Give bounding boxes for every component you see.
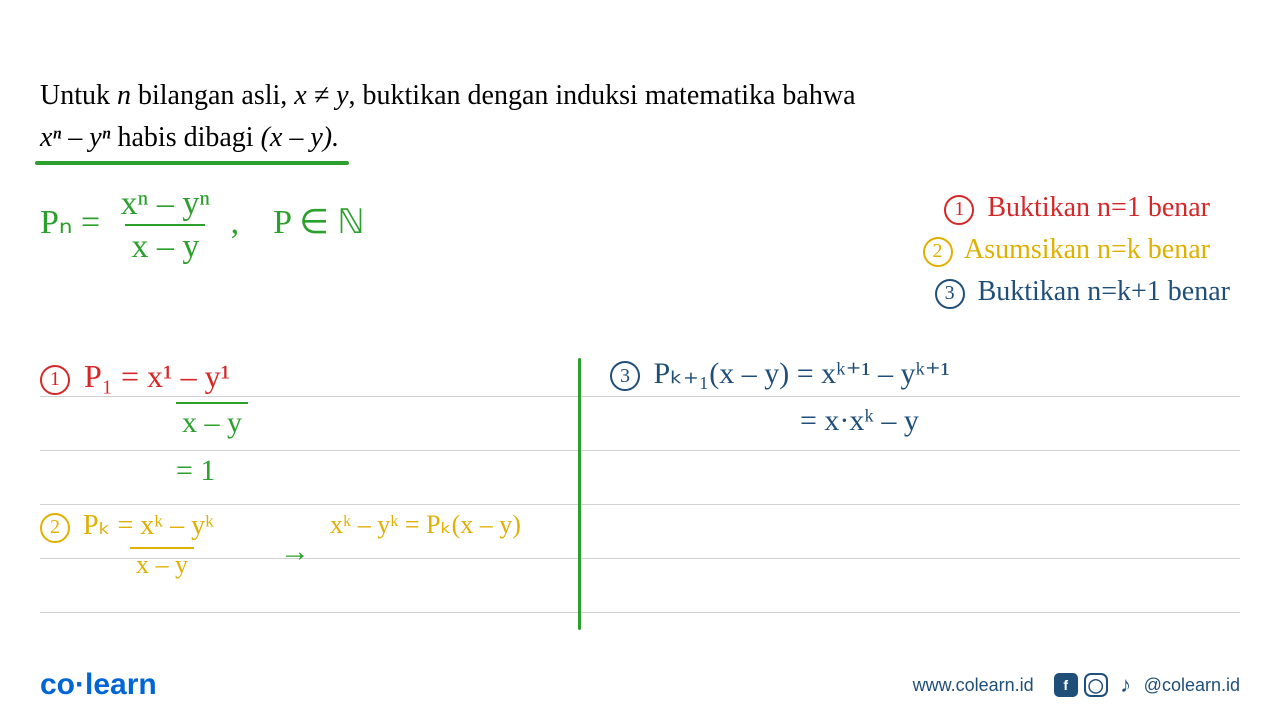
pk-expr: Pₖ = xᵏ – yᵏ [83,510,214,541]
pn-pen: P ∈ ℕ [273,204,365,241]
step2-pk: 2 Pₖ = xᵏ – yᵏ [40,508,214,543]
steps-item-2: 2 Asumsikan n=k benar [923,234,1210,267]
step2-equiv: xᵏ – yᵏ = Pₖ(x – y) [330,510,521,540]
problem-exp: xⁿ – yⁿ [40,122,111,153]
arrow-icon: → [280,535,310,569]
footer-url: www.colearn.id [913,675,1034,696]
problem-line1-mid: bilangan asli, [131,80,294,111]
pn-denominator: x – y [125,224,205,265]
steps-3-label: Buktikan n=k+1 benar [978,276,1230,307]
problem-underline [35,161,349,165]
step3-circle: 3 [610,361,640,391]
problem-cond: x ≠ y [294,80,348,111]
pk-den: x – y [130,547,194,580]
pn-lhs: Pₙ = [40,204,100,241]
problem-statement: Untuk n bilangan asli, x ≠ y, buktikan d… [40,75,1240,159]
pn-comma: , [231,204,240,241]
rule-line [40,450,1240,451]
problem-line2-mid: habis dibagi [111,122,261,153]
brand-logo: co·learn [40,668,157,702]
footer: co·learn www.colearn.id f ◯ ♪ @colearn.i… [0,650,1280,720]
brand-pre: co [40,668,75,701]
rule-line [40,558,1240,559]
step2-eq: Pₖ = xᵏ – yᵏ [83,510,214,541]
p1-fraction-tail: x – y [176,400,248,439]
steps-1-circle: 1 [944,195,974,225]
social-icons: f ◯ ♪ @colearn.id [1054,673,1240,697]
step3-eq1: Pₖ₊₁(x – y) = xᵏ⁺¹ – yᵏ⁺¹ [654,357,950,390]
brand-dot: · [75,668,85,701]
p1-eq1: = 1 [176,454,215,487]
steps-1-label: Buktikan n=1 benar [987,192,1210,223]
problem-line1-post: , buktikan dengan induksi matematika bah… [349,80,856,111]
brand-post: learn [85,668,157,701]
instagram-icon: ◯ [1084,673,1108,697]
p1-result: = 1 [176,454,215,488]
step1-eq: P₁ = x¹ – y¹ [84,358,230,394]
rule-line [40,396,1240,397]
footer-handle: @colearn.id [1144,675,1240,696]
step1-p1: 1 P₁ = x¹ – y¹ [40,358,230,395]
steps-item-3: 3 Buktikan n=k+1 benar [935,276,1230,309]
pn-numerator: xⁿ – yⁿ [115,185,216,224]
step3-work-line2: = x·xᵏ – y [800,404,919,438]
footer-right: www.colearn.id f ◯ ♪ @colearn.id [913,673,1240,697]
vertical-divider [578,358,581,630]
rule-line [40,612,1240,613]
p1-den: x – y [176,402,248,439]
step3-work-line1: 3 Pₖ₊₁(x – y) = xᵏ⁺¹ – yᵏ⁺¹ [610,356,950,391]
rule-line [40,504,1240,505]
steps-2-label: Asumsikan n=k benar [964,234,1210,265]
worksheet-canvas: Untuk n bilangan asli, x ≠ y, buktikan d… [0,0,1280,650]
pn-definition: Pₙ = xⁿ – yⁿ x – y , P ∈ ℕ [40,185,365,266]
problem-n: n [117,80,131,111]
tiktok-icon: ♪ [1114,673,1138,697]
problem-line1-pre: Untuk [40,80,117,111]
steps-2-circle: 2 [923,237,953,267]
steps-item-1: 1 Buktikan n=1 benar [944,192,1210,225]
step1-circle: 1 [40,365,70,395]
steps-3-circle: 3 [935,279,965,309]
problem-div: (x – y). [261,122,340,153]
facebook-icon: f [1054,673,1078,697]
step2-circle: 2 [40,513,70,543]
step2-pk-frac: x – y [130,545,194,580]
